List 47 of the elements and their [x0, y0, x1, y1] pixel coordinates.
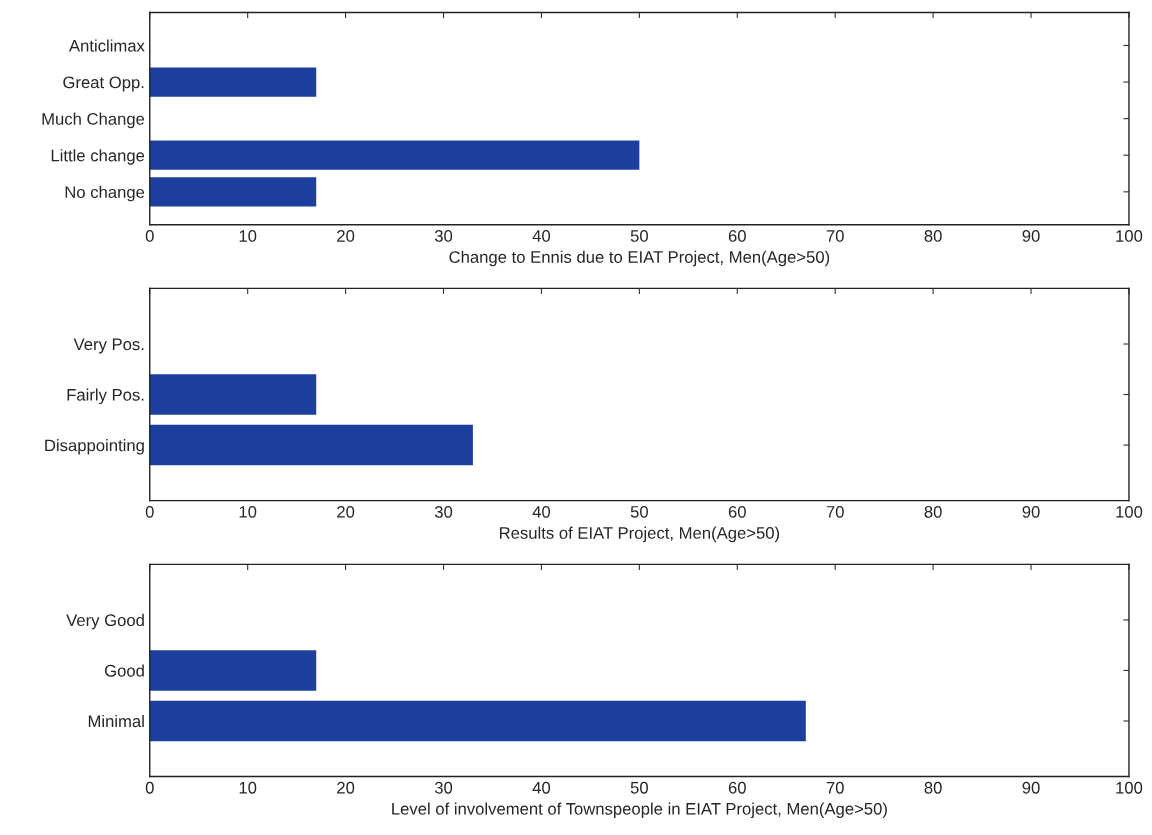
x-tick-label: 0: [145, 781, 154, 794]
x-tick-label: 30: [434, 505, 453, 518]
x-tick-label: 50: [630, 230, 648, 242]
x-tick-label: 100: [1116, 781, 1143, 794]
x-tick-label: 40: [532, 505, 551, 518]
y-tick-label: Disappointing: [45, 439, 144, 455]
x-tick-label: 60: [728, 505, 746, 518]
x-tick-label: 80: [924, 781, 942, 794]
x-axis-title: Level of involvement of Townspeople in EIAT Project, Men(Age>50): [392, 802, 887, 819]
x-tick-label: 40: [532, 781, 551, 794]
x-tick-label: 90: [1022, 230, 1040, 242]
x-tick-label: 40: [532, 230, 551, 242]
x-tick-label: 50: [630, 781, 648, 794]
x-tick-label: 70: [826, 781, 844, 794]
x-tick-label: 100: [1116, 505, 1143, 518]
x-tick-label: 60: [728, 230, 746, 242]
x-tick-label: 90: [1022, 505, 1040, 518]
x-tick-label: 30: [434, 230, 453, 242]
y-tick-label: Very Pos.: [73, 338, 144, 354]
x-tick-label: 80: [924, 230, 942, 242]
y-tick-label: Minimal: [88, 714, 144, 728]
y-tick-label: Anticlimax: [68, 39, 145, 52]
x-axis-title: Results of EIAT Project, Men(Age>50): [500, 526, 780, 543]
x-tick-label: 70: [826, 230, 844, 242]
x-tick-label: 30: [434, 781, 453, 794]
y-tick-label: Great Opp.: [63, 76, 144, 92]
y-tick-label: Fairly Pos.: [67, 388, 144, 405]
y-tick-label: Good: [104, 664, 144, 677]
y-tick-label: Little change: [51, 149, 145, 165]
x-tick-label: 20: [337, 230, 355, 242]
x-tick-label: 50: [630, 505, 648, 518]
x-tick-label: 10: [239, 230, 257, 242]
x-tick-label: 0: [145, 230, 154, 242]
x-tick-label: 0: [145, 505, 154, 518]
y-tick-label: Very Good: [66, 613, 144, 630]
x-tick-label: 10: [239, 781, 257, 794]
y-tick-label: No change: [65, 185, 145, 202]
x-axis-title: Change to Ennis due to EIAT Project, Men(Age>50): [449, 250, 830, 267]
x-tick-label: 20: [337, 505, 355, 518]
x-tick-label: 70: [826, 505, 844, 518]
x-tick-label: 100: [1116, 230, 1143, 242]
x-tick-label: 80: [924, 505, 942, 518]
y-tick-label: Much Change: [42, 112, 145, 129]
x-tick-label: 90: [1022, 781, 1040, 794]
x-tick-label: 20: [337, 781, 355, 794]
x-tick-label: 10: [239, 505, 257, 518]
x-tick-label: 60: [728, 781, 746, 794]
